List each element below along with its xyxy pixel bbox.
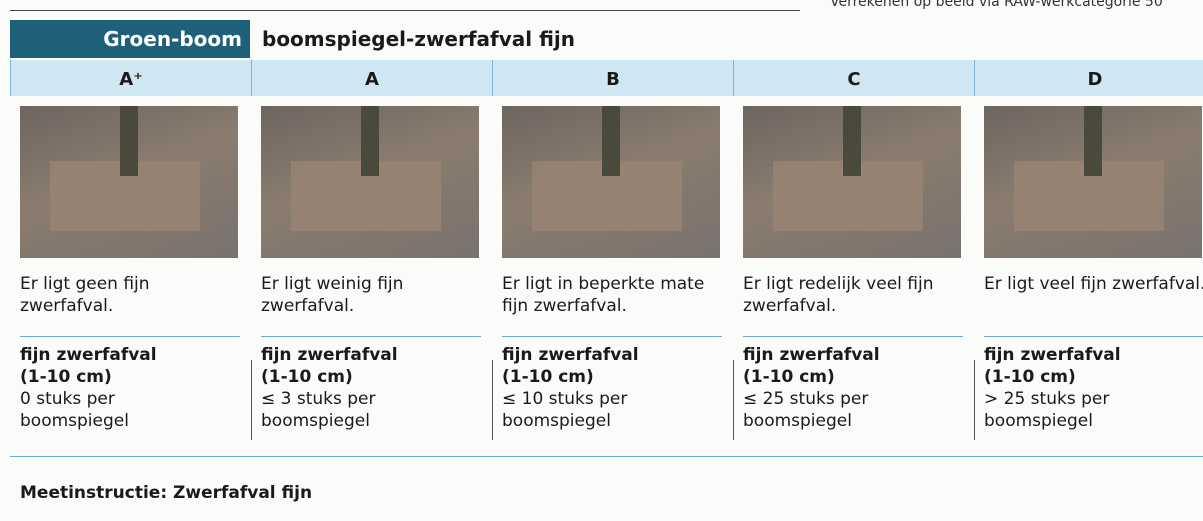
separator <box>20 336 240 337</box>
grade-column: D Er ligt veel fijn zwerfafval. fijn zwerf… <box>974 60 1203 450</box>
photo <box>743 106 961 258</box>
grade-column: C Er ligt redelijk veel fijn zwerfafval. f… <box>733 60 974 450</box>
column-divider <box>251 360 252 440</box>
rule <box>10 10 800 11</box>
separator <box>743 336 963 337</box>
grade-column: B Er ligt in beperkte mate fijn zwerfafva… <box>492 60 733 450</box>
criteria-label: fijn zwerfafval <box>984 345 1121 365</box>
criteria-count: 0 stuks per boomspiegel <box>20 388 170 432</box>
grade-column: A Er ligt weinig fijn zwerfafval. fijn zwe… <box>251 60 492 450</box>
column-divider <box>733 360 734 440</box>
criteria-count: ≤ 10 stuks per boomspiegel <box>502 388 652 432</box>
grade-label: D <box>974 60 1203 96</box>
photo <box>984 106 1202 258</box>
separator <box>261 336 481 337</box>
criteria-count: ≤ 3 stuks per boomspiegel <box>261 388 411 432</box>
photo <box>20 106 238 258</box>
criteria-label: fijn zwerfafval <box>743 345 880 365</box>
footer-instruction: Meetinstructie: Zwerfafval fijn <box>20 483 312 503</box>
criteria-count: > 25 stuks per boomspiegel <box>984 388 1134 432</box>
criteria-size: (1-10 cm) <box>743 367 835 387</box>
tree-trunk <box>843 106 861 176</box>
criteria: fijn zwerfafval(1-10 cm)> 25 stuks per b… <box>984 344 1203 432</box>
criteria-size: (1-10 cm) <box>502 367 594 387</box>
column-divider <box>974 360 975 440</box>
criteria-size: (1-10 cm) <box>20 367 112 387</box>
grade-label: A⁺ <box>10 60 251 96</box>
page: Verrekenen op beeld via RAW-werkcategori… <box>0 0 1203 521</box>
column-divider <box>492 360 493 440</box>
criteria: fijn zwerfafval(1-10 cm)≤ 10 stuks per b… <box>502 344 727 432</box>
tree-trunk <box>361 106 379 176</box>
description: Er ligt weinig fijn zwerfafval. <box>261 273 486 317</box>
separator <box>502 336 722 337</box>
criteria-size: (1-10 cm) <box>984 367 1076 387</box>
note: Verrekenen op beeld via RAW-werkcategori… <box>830 0 1163 10</box>
grade-label: A <box>251 60 492 96</box>
separator <box>984 336 1203 337</box>
description: Er ligt veel fijn zwerfafval. <box>984 273 1203 295</box>
criteria-label: fijn zwerfafval <box>261 345 398 365</box>
tree-trunk <box>120 106 138 176</box>
description: Er ligt redelijk veel fijn zwerfafval. <box>743 273 968 317</box>
photo <box>502 106 720 258</box>
criteria-label: fijn zwerfafval <box>502 345 639 365</box>
category-label: Groen-boom <box>10 20 250 58</box>
description: Er ligt geen fijn zwerfafval. <box>20 273 245 317</box>
criteria: fijn zwerfafval(1-10 cm)≤ 25 stuks per b… <box>743 344 968 432</box>
grade-column: A⁺ Er ligt geen fijn zwerfafval. fijn zwer… <box>10 60 251 450</box>
criteria: fijn zwerfafval(1-10 cm)≤ 3 stuks per bo… <box>261 344 486 432</box>
tree-trunk <box>602 106 620 176</box>
criteria-count: ≤ 25 stuks per boomspiegel <box>743 388 893 432</box>
criteria-size: (1-10 cm) <box>261 367 353 387</box>
rule <box>10 456 1203 457</box>
criteria-label: fijn zwerfafval <box>20 345 157 365</box>
description: Er ligt in beperkte mate fijn zwerfafval… <box>502 273 727 317</box>
title: boomspiegel-zwerfafval fijn <box>262 20 575 58</box>
tree-trunk <box>1084 106 1102 176</box>
grade-label: B <box>492 60 733 96</box>
photo <box>261 106 479 258</box>
criteria: fijn zwerfafval(1-10 cm)0 stuks per boom… <box>20 344 245 432</box>
grade-label: C <box>733 60 974 96</box>
